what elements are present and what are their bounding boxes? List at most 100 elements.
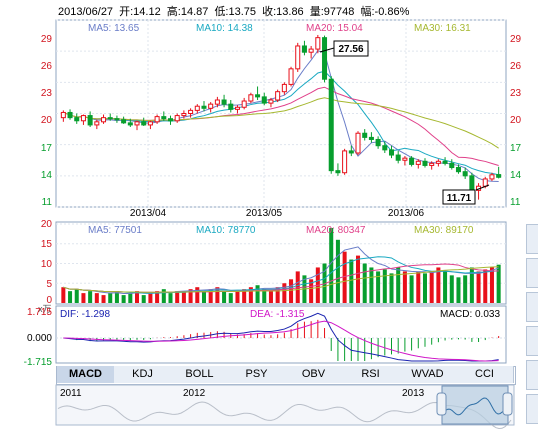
volume-ma30-label: MA30: 89170 [414,225,474,236]
volume-bar [188,289,193,303]
side-scroll-button[interactable] [526,292,538,322]
candle-body [107,117,113,120]
volume-bar [262,289,267,303]
candle-body [469,175,475,191]
side-scroll-button[interactable] [526,394,538,424]
macd-panel-frame [55,305,507,364]
volume-bar [429,271,434,303]
candle-body [87,115,93,126]
high-marker: 27.56 [338,44,363,55]
candle-body [382,145,388,151]
quote-volume: 量:97748 [309,6,355,18]
volume-bar [101,295,106,303]
macd-dea-line [63,320,499,362]
volume-bar [402,271,407,303]
candle-body [214,99,220,105]
candle-body [409,157,415,165]
volume-bar [81,293,86,303]
candle-body [154,116,160,123]
tab-macd[interactable]: MACD [57,366,115,383]
macd-value-label: MACD: 0.033 [440,309,500,320]
candle-body [496,174,502,178]
side-scroll-button[interactable] [526,326,538,356]
overview-right-handle[interactable] [502,392,513,416]
tab-wvad[interactable]: WVAD [399,366,457,383]
candle-body [422,160,428,166]
candle-body [161,116,167,120]
candle-body [141,121,147,126]
volume-bar [476,271,481,303]
volume-bar [74,289,79,303]
volume-bar [215,287,220,303]
candle-body [121,119,127,124]
volume-bar [68,291,73,303]
price-moving-averages [63,50,499,183]
side-scroll-button[interactable] [526,258,538,288]
volume-bar [61,287,66,303]
volume-gridlines [56,223,506,284]
volume-bar [389,273,394,303]
price-ytick-left: 26 [41,61,53,72]
candle-body [67,111,73,119]
price-ytick-left: 20 [41,115,53,126]
macd-ytick: 1.715 [27,307,52,318]
volume-bar [114,291,119,303]
quote-low: 低:13.75 [214,6,257,18]
price-ma20-label: MA20: 15.04 [306,23,363,34]
tab-obv[interactable]: OBV [285,366,343,383]
macd-lines [63,312,499,362]
price-ma10-label: MA10: 14.38 [196,23,253,34]
side-scroll-button[interactable] [526,224,538,254]
quote-high: 高:14.87 [166,6,209,18]
price-ytick-right: 17 [510,143,522,154]
volume-ytick: 20 [41,219,53,230]
candle-body [301,45,307,53]
side-scroll-button[interactable] [526,360,538,390]
candle-body [355,132,361,154]
candle-body [201,105,207,109]
candle-body [295,45,301,70]
candle-body [174,115,180,122]
tab-kdj[interactable]: KDJ [114,366,172,383]
candle-body [322,37,328,80]
candle-body [188,109,194,114]
volume-bar [155,291,160,303]
tab-rsi[interactable]: RSI [342,366,400,383]
price-xtick: 2013/04 [130,208,167,219]
volume-ytick: 10 [41,259,53,270]
overview-left-handle[interactable] [436,392,447,416]
overview-selection-window[interactable] [441,385,509,425]
macd-ytick: -1.715 [24,357,53,368]
candle-body [462,171,468,177]
volume-bar [94,293,99,303]
volume-bar [422,273,427,303]
candle-body [455,167,461,173]
candle-body [342,150,348,174]
candle-body [147,121,153,126]
candle-body [74,117,80,122]
tab-psy[interactable]: PSY [228,366,286,383]
tab-boll[interactable]: BOLL [171,366,229,383]
candle-body [435,160,441,164]
candle-body [395,154,401,161]
volume-bar [148,293,153,303]
candle-body [221,99,227,105]
low-marker-box [442,189,476,205]
price-ma5-label: MA5: 13.65 [88,23,140,34]
price-ytick-right: 14 [510,170,522,181]
candle-body [241,100,247,108]
quote-change: 幅:-0.86% [360,6,410,18]
volume-bar [255,285,260,303]
volume-unit: x万 [38,304,52,314]
tab-cci[interactable]: CCI [456,366,514,383]
candle-body [80,115,86,122]
volume-bar [222,291,227,303]
candle-body [248,94,254,102]
candle-body [181,113,187,117]
candle-body [449,162,455,169]
volume-bar [141,295,146,303]
volume-ma20-label: MA20: 80347 [306,225,366,236]
price-gridlines [56,19,506,208]
low-marker: 11.71 [447,193,472,204]
overview-selected-line [443,397,507,416]
